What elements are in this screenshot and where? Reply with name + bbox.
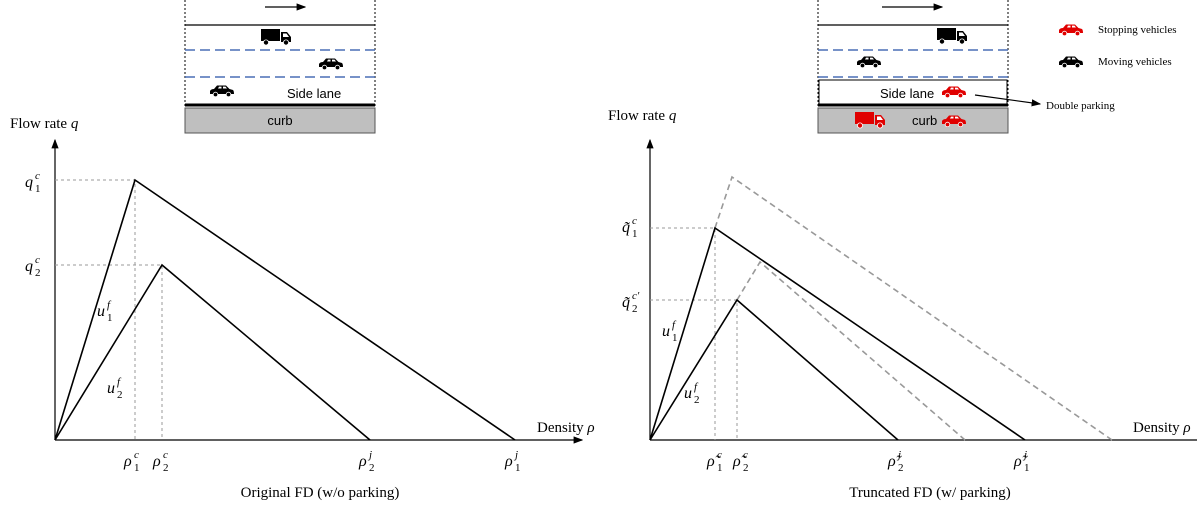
superscript: c (743, 449, 748, 461)
subscript: 2 (694, 394, 700, 406)
superscript: j (513, 449, 518, 461)
double-parking-annotation: Double parking (1046, 100, 1115, 112)
symbol: q̃ (622, 294, 631, 311)
x-axis-label: Density ρ (537, 420, 595, 436)
axis-text: Density (537, 420, 584, 436)
superscript: c′ (632, 290, 640, 302)
superscript: j (367, 449, 372, 461)
subscript: 2 (117, 389, 123, 401)
subscript: 2 (163, 462, 169, 474)
symbol: u (107, 380, 115, 397)
subscript: 2 (35, 267, 41, 279)
subscript: 1 (632, 228, 638, 240)
axis-symbol: ρ (586, 420, 594, 436)
road-left: Side lane curb (185, 0, 375, 133)
superscript: c (163, 449, 168, 461)
curb-label: curb (267, 113, 292, 128)
math-label: q̃c′2 (622, 290, 640, 315)
symbol: u (662, 323, 670, 340)
caption: Truncated FD (w/ parking) (849, 485, 1011, 501)
symbol: u (684, 385, 692, 402)
caption: Original FD (w/o parking) (241, 485, 400, 501)
axis-text: Flow rate (608, 108, 665, 124)
axis-symbol: ρ (1182, 420, 1190, 436)
symbol: q (25, 258, 33, 275)
curb-label: curb (912, 113, 937, 128)
superscript: f (672, 319, 677, 331)
axis-symbol: q (71, 116, 79, 132)
symbol: ρ (152, 453, 161, 470)
side-lane-label: Side lane (880, 86, 934, 101)
subscript: 1 (515, 462, 521, 474)
superscript: c (632, 215, 637, 227)
superscript: c (134, 449, 139, 461)
symbol: ρ (358, 453, 367, 470)
legend-label: Stopping vehicles (1098, 24, 1177, 36)
subscript: 2 (743, 462, 749, 474)
subscript: 1 (134, 462, 140, 474)
subscript: 1 (35, 183, 41, 195)
side-lane-label: Side lane (287, 86, 341, 101)
symbol: q̃ (622, 219, 631, 236)
axis-symbol: q (669, 108, 677, 124)
subscript: 2 (898, 462, 904, 474)
legend-label: Moving vehicles (1098, 56, 1172, 68)
y-axis-label: Flow rate q (608, 108, 677, 124)
x-axis-label: Density ρ (1133, 420, 1191, 436)
y-axis-label: Flow rate q (10, 116, 79, 132)
subscript: 1 (1024, 462, 1030, 474)
subscript: 1 (107, 312, 113, 324)
superscript: c (35, 254, 40, 266)
superscript: f (694, 381, 699, 393)
symbol: u (97, 303, 105, 320)
subscript: 2 (369, 462, 375, 474)
subscript: 1 (672, 332, 678, 344)
figure: Side lane curb Side lane curb Double par… (0, 0, 1197, 508)
symbol: ρ (123, 453, 132, 470)
superscript: c (35, 170, 40, 182)
road-right: Side lane curb Double parking Stopping v… (818, 0, 1177, 133)
superscript: f (117, 376, 122, 388)
superscript: c (717, 449, 722, 461)
symbol: ρ (504, 453, 513, 470)
axis-text: Density (1133, 420, 1180, 436)
subscript: 1 (717, 462, 723, 474)
subscript: 2 (632, 303, 638, 315)
superscript: j (896, 449, 901, 461)
symbol: q (25, 174, 33, 191)
superscript: j (1022, 449, 1027, 461)
superscript: f (107, 299, 112, 311)
fd-right: Flow rate q Density ρ Truncated FD (w/ p… (608, 108, 1197, 501)
axis-text: Flow rate (10, 116, 67, 132)
